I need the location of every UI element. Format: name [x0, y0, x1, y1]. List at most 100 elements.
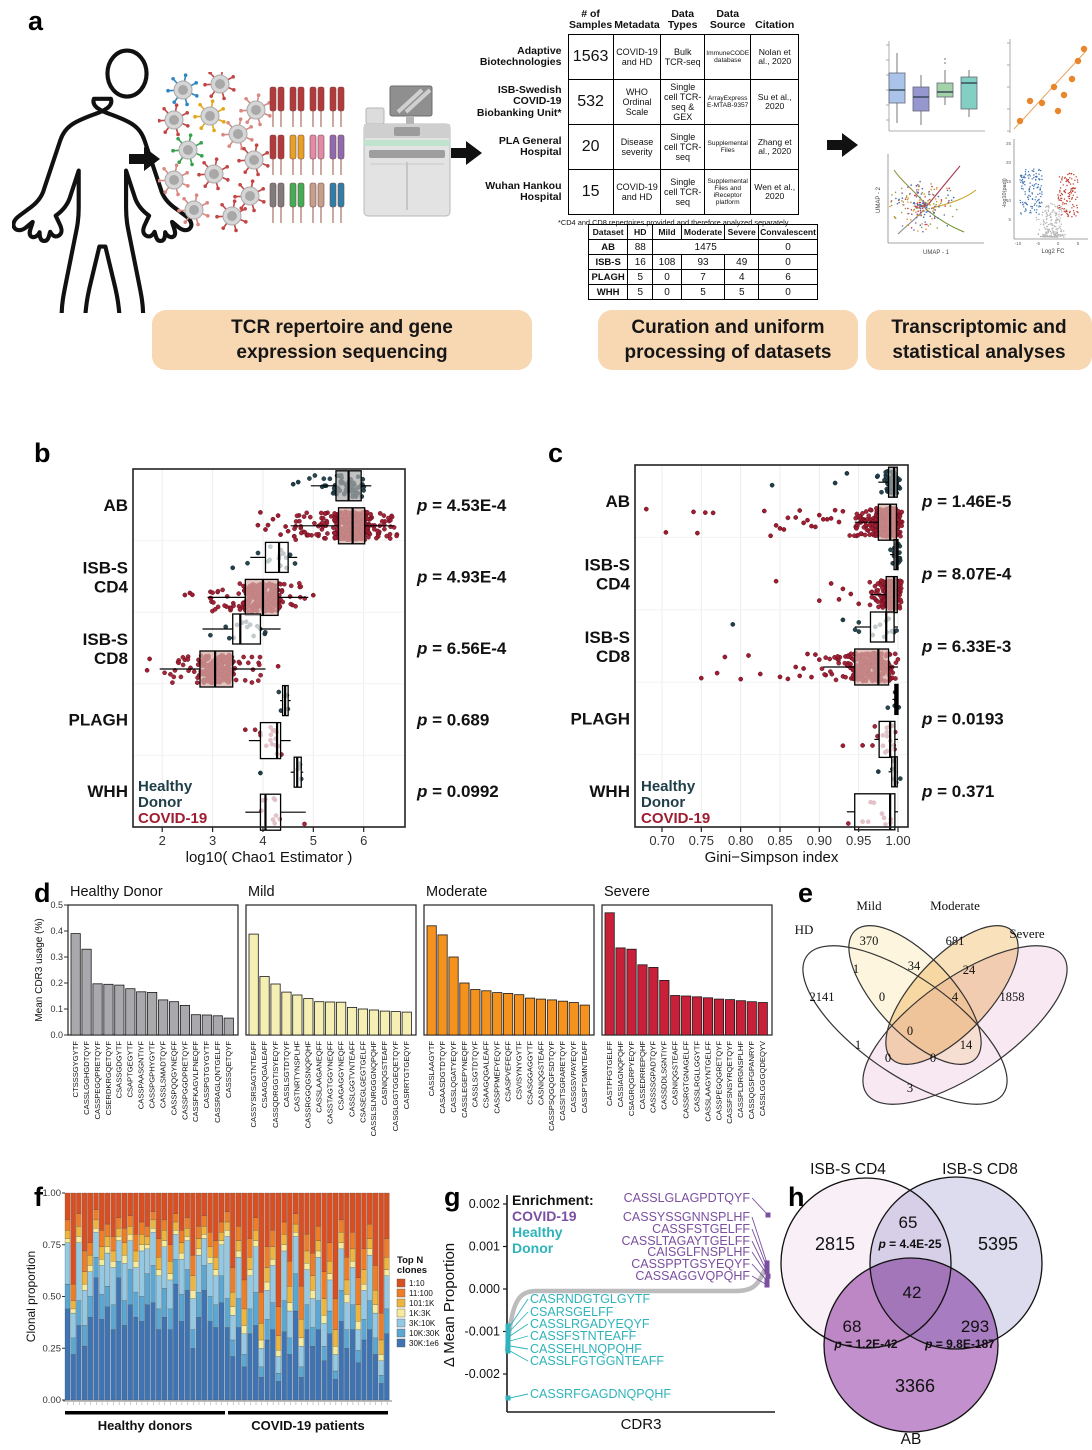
stacked-bar-segment [241, 1279, 247, 1310]
stacked-bar-segment [116, 1240, 122, 1262]
covid-enriched-cdr3: CASSFSTGELFF [652, 1222, 750, 1236]
stacked-bar-segment [258, 1366, 264, 1378]
stacked-bar-segment [201, 1215, 207, 1227]
stacked-bar-segment [64, 1283, 71, 1310]
table-footnote: *CD4 and CD8 repertoires provided and th… [558, 218, 790, 227]
stacked-bar-segment [218, 1221, 225, 1233]
table-cell: Adaptive Biotechnologies [479, 44, 562, 68]
stacked-bar-segment [127, 1215, 133, 1227]
stacked-bar-segment [275, 1350, 282, 1357]
stacked-bar-segment [367, 1248, 373, 1256]
bar [659, 980, 670, 1036]
table-header: Data Source [709, 8, 746, 31]
table-header: HD [627, 224, 654, 240]
stacked-bar-segment [281, 1234, 287, 1245]
stacked-bar-segment [384, 1308, 390, 1334]
table-cell: AB [587, 239, 629, 255]
table-cell: Single cell TCR-seq [660, 124, 706, 170]
virus-cluster-icon [158, 72, 272, 233]
stacked-bar-segment [190, 1348, 196, 1401]
bar [670, 995, 681, 1036]
panel-letter-h: h [788, 1182, 805, 1212]
stacked-bar-segment [292, 1236, 299, 1274]
bar-label: CASSLGGTVNTEAFF [347, 1041, 356, 1117]
bar-label: CASNIQGSTEAFF [671, 1041, 680, 1105]
venn-region-count: 1 [855, 1038, 861, 1052]
stacked-bar-segment [99, 1246, 105, 1260]
table-cell: 16 [627, 254, 654, 270]
umap-x-label: UMAP - 1 [923, 250, 950, 256]
bar-label: CASSLRGLLGGYTF [692, 1041, 701, 1112]
tcr-icon [309, 134, 325, 175]
virus-icon [197, 157, 230, 191]
stacked-bar-segment [178, 1294, 185, 1322]
healthy-enriched-cdr3: CASSRFGAGDNQPQHF [530, 1387, 671, 1401]
svg-text:5: 5 [1008, 217, 1011, 222]
stacked-bar-segment [235, 1225, 242, 1241]
stacked-bar-segment [361, 1248, 367, 1270]
y-axis-title: Mean CDR3 usage (%) [34, 918, 45, 1021]
legend-title: clones [397, 1265, 427, 1276]
stacked-bar-segment [213, 1327, 219, 1401]
step1-line1: TCR repertoire and gene [231, 317, 453, 338]
x-tick-label: 5 [310, 833, 317, 848]
bar [481, 990, 492, 1036]
stacked-bar-segment [207, 1232, 213, 1247]
covid-enriched-cdr3: CASSYSSGNNSPLHF [623, 1210, 750, 1224]
step-label-curation: Curation and uniform processing of datas… [598, 310, 858, 370]
bar-label: CASNIQGSTEAFF [380, 1041, 389, 1105]
table-cell: WHO Ordinal Scale [612, 79, 662, 125]
x-tick-label: 6 [360, 833, 367, 848]
set-label-cd4: ISB-S CD4 [810, 1161, 886, 1178]
stacked-bar-segment [70, 1300, 76, 1310]
stacked-bar-segment [70, 1283, 76, 1301]
group-title: Severe [604, 884, 650, 900]
stacked-bar-segment [327, 1273, 333, 1281]
stacked-bar-segment [292, 1192, 299, 1214]
stacked-bar-segment [355, 1192, 361, 1278]
legend-donor: Donor [512, 1240, 554, 1256]
stacked-bar-segment [218, 1232, 225, 1241]
table-cell: 6 [758, 269, 818, 285]
stacked-bar-segment [349, 1261, 356, 1268]
stacked-bar-segment [64, 1219, 71, 1231]
stacked-bar-segment [190, 1275, 196, 1291]
boxplot-row-ISB-S CD4 [773, 538, 904, 614]
y-tick-label: 0.002 [469, 1197, 500, 1211]
stacked-bar-segment [321, 1346, 327, 1361]
step2-line1: Curation and uniform [631, 317, 825, 338]
table-cell: Supplemental Files [704, 124, 752, 170]
stacked-bar-segment [338, 1242, 344, 1250]
stacked-bar-segment [121, 1263, 128, 1301]
volcano-y-label: -log10(padj) [1002, 178, 1008, 208]
legend-entry: 3K:10K [409, 1319, 436, 1328]
stacked-bar-segment [230, 1267, 236, 1293]
stacked-bar-segment [150, 1265, 156, 1303]
table-header: Mild [652, 224, 682, 240]
category-label: CD8 [596, 647, 630, 666]
stacked-bar-segment [298, 1319, 304, 1339]
stacked-bar-segment [310, 1327, 316, 1347]
stacked-bar-segment [304, 1304, 310, 1330]
stacked-bar-segment [116, 1217, 122, 1229]
bar [437, 934, 448, 1036]
bar [426, 925, 437, 1036]
stacked-bar-segment [218, 1240, 225, 1245]
bar [357, 1008, 368, 1036]
bar [713, 998, 724, 1036]
p-value-label: p = 0.0992 [416, 782, 499, 801]
stacked-bar-segment [258, 1192, 264, 1293]
cdr3-usage-bar-panel: Mean CDR3 usage (%) 0.0 0.1 0.2 0.3 0.4 0.5 Hea… [34, 884, 773, 1136]
table-cell: 15 [567, 169, 614, 215]
table-cell: ISB-S [587, 254, 629, 270]
stacked-bar-segment [258, 1377, 264, 1401]
venn-p-value: p = 4.4E-25 [877, 1237, 941, 1251]
x-tick-label: 0.90 [807, 833, 832, 848]
stacked-bar-segment [76, 1300, 82, 1326]
table-cell: 7 [680, 269, 726, 285]
stacked-bar-segment [270, 1230, 276, 1247]
category-label: CD8 [94, 649, 128, 668]
venn-p-value: p = 9.8E-187 [924, 1337, 995, 1351]
stacked-bar-segment [241, 1366, 247, 1401]
tcr-icon [269, 134, 285, 175]
